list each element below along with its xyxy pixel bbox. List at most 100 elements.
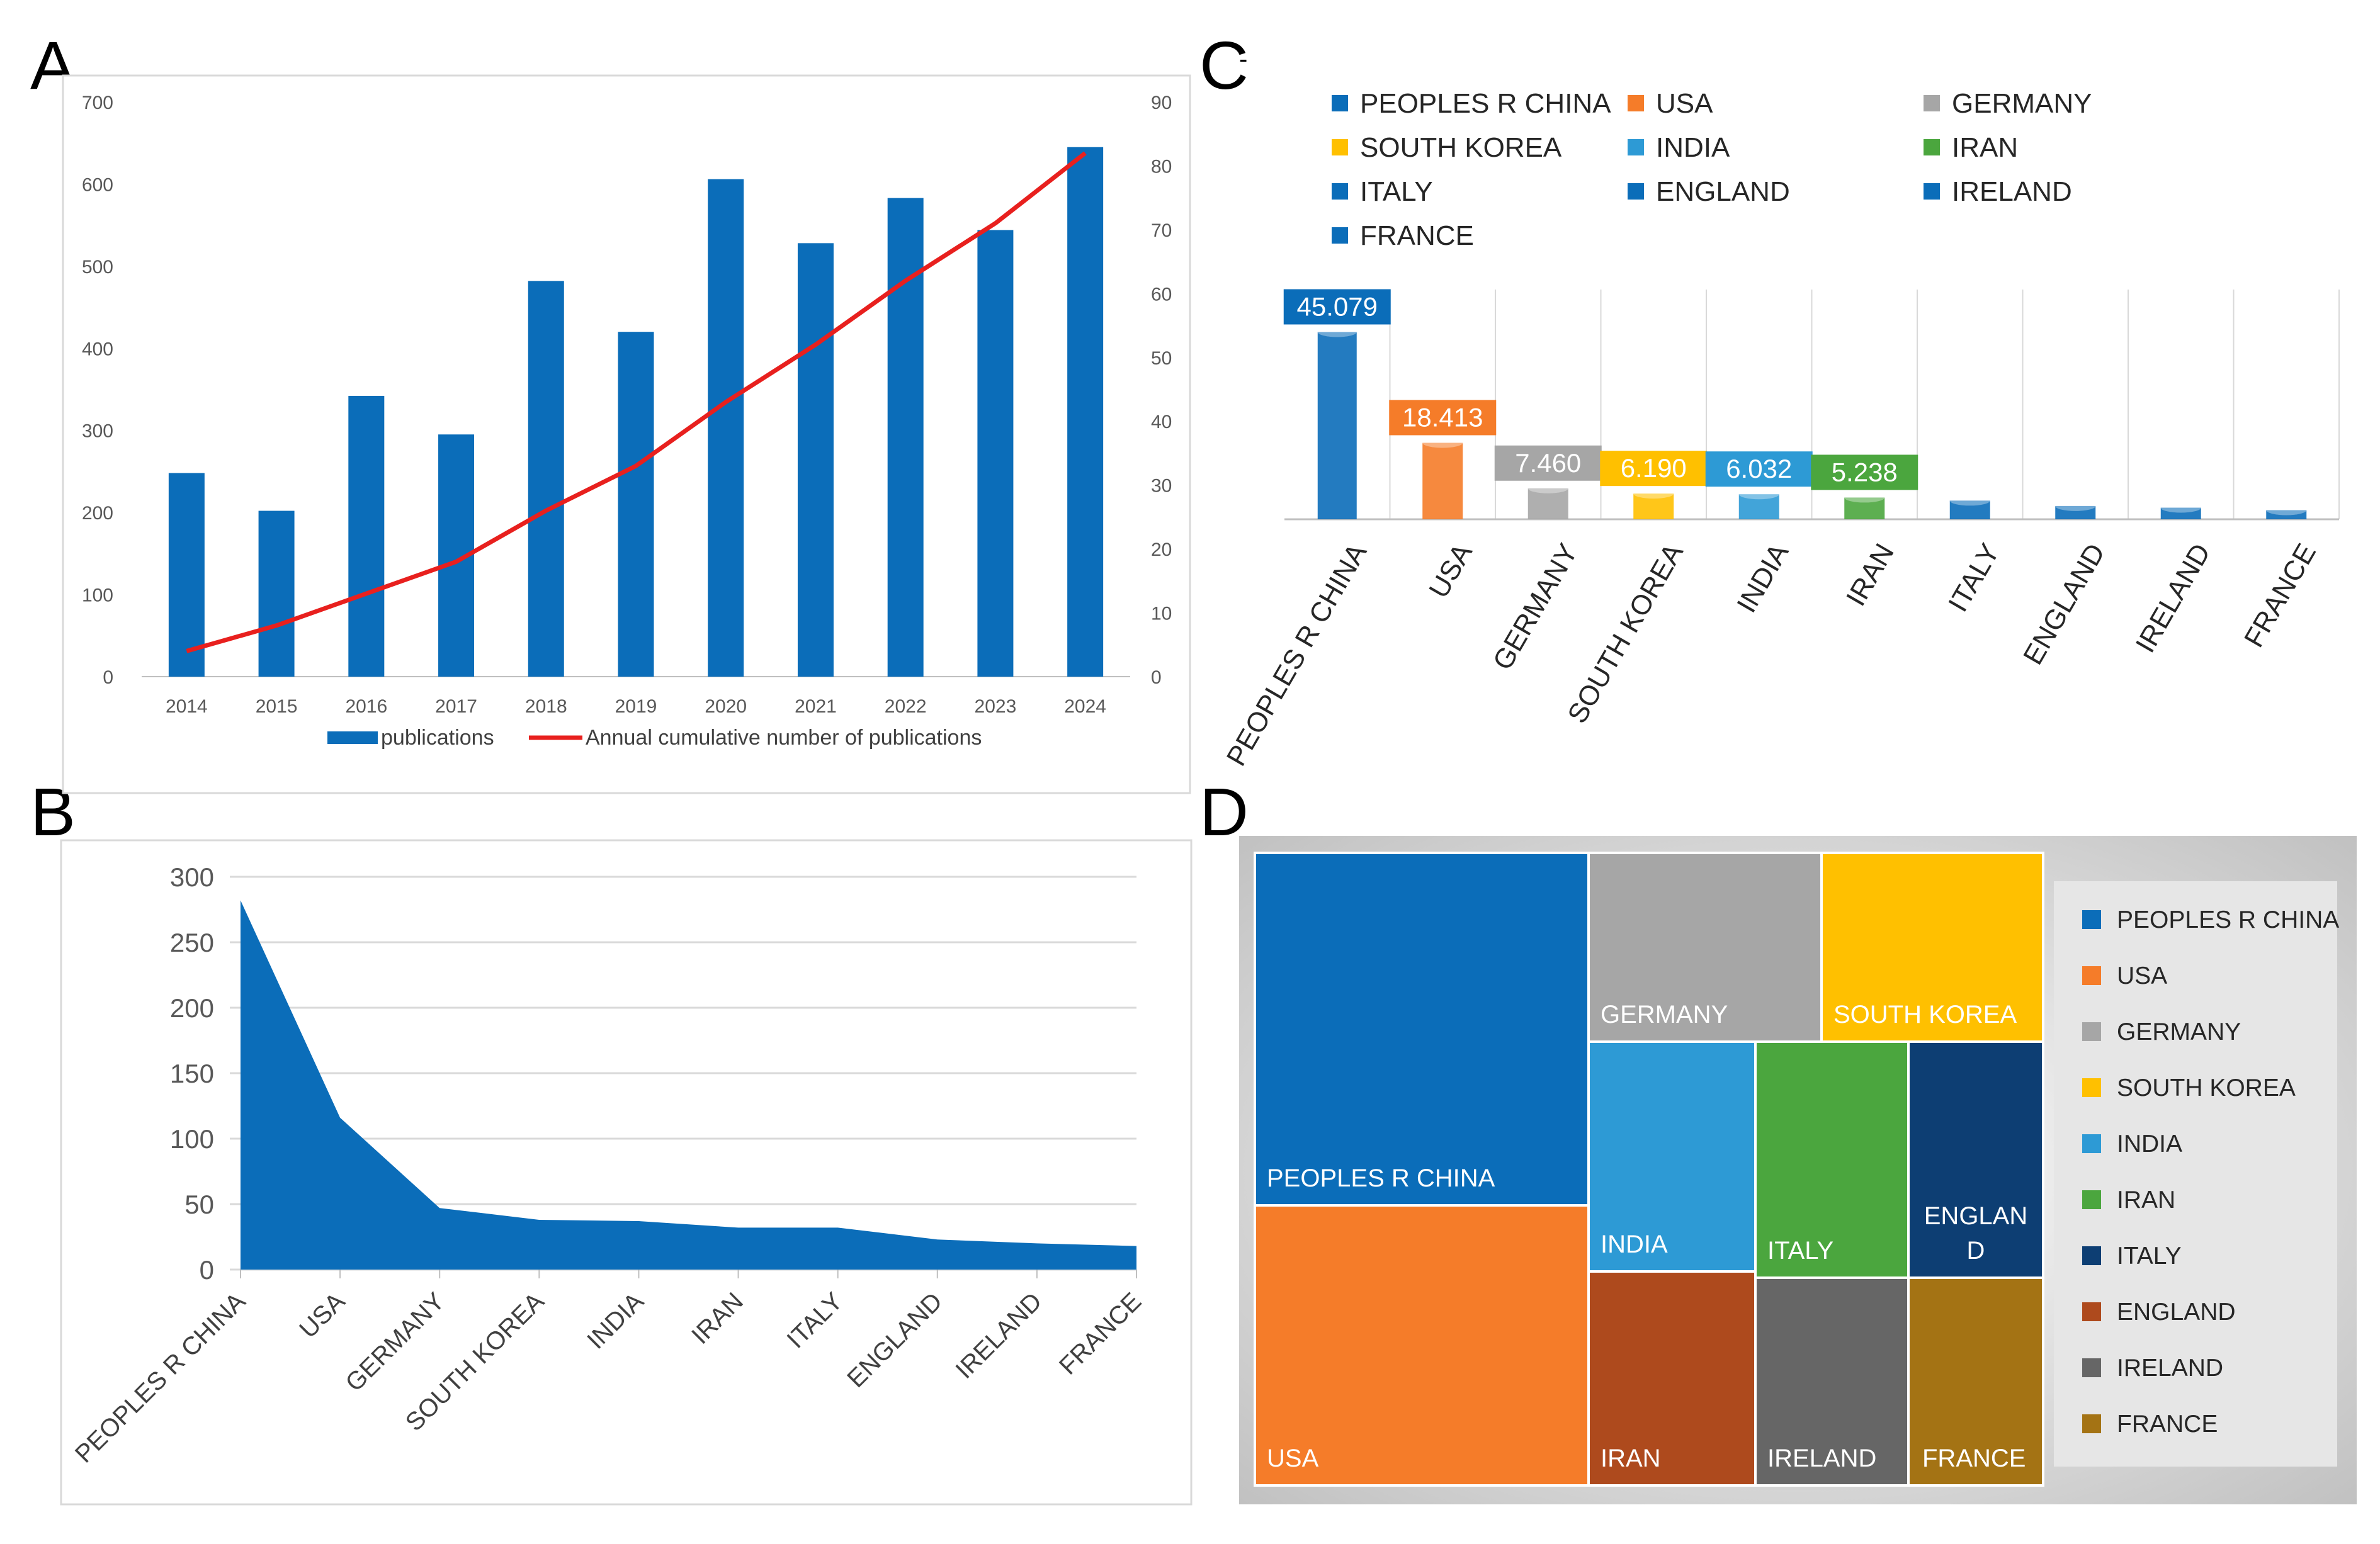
- x-tick-label: 2024: [1064, 696, 1106, 717]
- legend-label-india: INDIA: [2117, 1130, 2182, 1158]
- data-label-box-india: [1705, 451, 1813, 487]
- bar-germany[interactable]: [1527, 488, 1568, 519]
- bar-india[interactable]: [1738, 494, 1779, 519]
- bar-cap: [2266, 505, 2307, 516]
- y-right-tick-label: 60: [1151, 284, 1172, 305]
- treemap-cell-india[interactable]: [1587, 1040, 1757, 1273]
- bar-france[interactable]: [2266, 510, 2307, 519]
- data-label-iran: 5.238: [1832, 457, 1898, 487]
- legend-label-publications: publications: [381, 726, 494, 750]
- legend-swatch-ireland: [2082, 1358, 2101, 1377]
- y-right-tick-label: 40: [1151, 412, 1172, 432]
- bar-publications-2024[interactable]: [1067, 147, 1104, 677]
- treemap-cell-france[interactable]: [1907, 1276, 2044, 1487]
- legend-swatch-germany: [2082, 1022, 2101, 1041]
- legend-label-germany: GERMANY: [1952, 88, 2092, 119]
- bar-publications-2014[interactable]: [168, 473, 205, 677]
- bar-publications-2015[interactable]: [258, 510, 295, 677]
- legend-label-italy: ITALY: [2117, 1243, 2182, 1270]
- y-left-tick-label: 100: [82, 585, 113, 606]
- legend-label-england: ENGLAND: [2117, 1299, 2236, 1326]
- x-tick-label: 2017: [435, 696, 477, 717]
- bar-publications-2021[interactable]: [797, 243, 834, 677]
- bar-cap: [2055, 500, 2096, 511]
- legend-swatch-usa: [1628, 95, 1644, 111]
- treemap-cell-usa[interactable]: [1254, 1204, 1590, 1487]
- bar-publications-2018[interactable]: [528, 281, 564, 677]
- panel-mark-c: -: [1239, 45, 1248, 73]
- x-tick-label: 2018: [525, 696, 567, 717]
- y-left-tick-label: 400: [82, 339, 113, 359]
- treemap-cell-peoples-r-china[interactable]: [1254, 852, 1590, 1207]
- bar-publications-2019[interactable]: [618, 332, 654, 677]
- legend-swatch-south-korea: [1332, 139, 1348, 155]
- treemap-cell-england[interactable]: [1907, 1040, 2044, 1279]
- data-label-germany: 7.460: [1515, 448, 1581, 478]
- treemap-cell-germany[interactable]: [1587, 852, 1823, 1043]
- y-right-tick-label: 30: [1151, 476, 1172, 497]
- legend-label-cumulative: Annual cumulative number of publications: [586, 726, 982, 750]
- treemap-label-india: INDIA: [1601, 1231, 1668, 1258]
- bar-south-korea[interactable]: [1633, 493, 1674, 519]
- x-tick-label: 2022: [885, 696, 927, 717]
- bar-publications-2023[interactable]: [977, 230, 1014, 677]
- treemap-label-france: FRANCE: [1922, 1445, 2026, 1472]
- y-tick-label: 100: [170, 1124, 214, 1154]
- legend-label-france: FRANCE: [1360, 220, 1474, 251]
- y-right-tick-label: 10: [1151, 604, 1172, 624]
- y-left-tick-label: 600: [82, 174, 113, 195]
- legend-label-iran: IRAN: [2117, 1186, 2175, 1214]
- treemap-label-italy: ITALY: [1767, 1237, 1833, 1265]
- treemap-cell-italy[interactable]: [1754, 1040, 1910, 1279]
- treemap-cell-south-korea[interactable]: [1820, 852, 2044, 1043]
- legend-swatch-usa: [2082, 966, 2101, 985]
- y-left-tick-label: 500: [82, 257, 113, 278]
- legend-label-india: INDIA: [1656, 132, 1730, 163]
- bar-italy[interactable]: [1949, 500, 1990, 519]
- area-country-publications[interactable]: [241, 900, 1136, 1270]
- legend-label-peoples-r-china: PEOPLES R CHINA: [2117, 906, 2339, 933]
- y-left-tick-label: 200: [82, 503, 113, 524]
- bar-iran[interactable]: [1844, 497, 1885, 519]
- treemap-cell-iran[interactable]: [1587, 1270, 1757, 1487]
- bar-peoples-r-china[interactable]: [1317, 332, 1357, 519]
- legend-swatch-england: [2082, 1302, 2101, 1321]
- legend-swatch-france: [1332, 227, 1348, 244]
- y-right-tick-label: 70: [1151, 220, 1172, 241]
- y-tick-label: 250: [170, 928, 214, 957]
- data-label-south-korea: 6.190: [1621, 453, 1687, 483]
- bar-publications-2022[interactable]: [887, 198, 924, 677]
- legend-swatch-france: [2082, 1414, 2101, 1433]
- data-label-peoples-r-china: 45.079: [1297, 291, 1378, 321]
- data-label-box-peoples-r-china: [1283, 289, 1391, 325]
- line-cumulative-publications[interactable]: [186, 151, 1087, 653]
- bar-england[interactable]: [2055, 505, 2096, 519]
- treemap-label-ireland: IRELAND: [1767, 1445, 1876, 1472]
- x-tick-label: 2019: [615, 696, 657, 717]
- bar-ireland[interactable]: [2160, 507, 2201, 519]
- bar-publications-2020[interactable]: [708, 179, 744, 677]
- treemap-label-peoples-r-china: PEOPLES R CHINA: [1267, 1164, 1495, 1192]
- y-left-tick-label: 0: [103, 667, 113, 688]
- y-left-tick-label: 300: [82, 421, 113, 442]
- bar-cap: [1633, 488, 1674, 499]
- bar-cap: [1844, 492, 1885, 503]
- data-label-box-usa: [1389, 400, 1497, 436]
- bar-cap: [1317, 327, 1357, 337]
- legend-swatch-iran: [2082, 1190, 2101, 1209]
- treemap-cell-ireland[interactable]: [1754, 1276, 1910, 1487]
- y-tick-label: 300: [170, 862, 214, 892]
- bar-publications-2016[interactable]: [348, 395, 385, 677]
- bar-cap: [1949, 495, 1990, 506]
- legend-label-iran: IRAN: [1952, 132, 2018, 163]
- legend-label-germany: GERMANY: [2117, 1018, 2241, 1045]
- treemap-label-south-korea: SOUTH KOREA: [1833, 1001, 2017, 1028]
- bar-cap: [1738, 489, 1779, 500]
- legend-swatch-ireland: [1924, 183, 1940, 200]
- y-tick-label: 200: [170, 993, 214, 1023]
- treemap-label-iran: IRAN: [1601, 1445, 1661, 1472]
- bar-usa[interactable]: [1422, 442, 1463, 519]
